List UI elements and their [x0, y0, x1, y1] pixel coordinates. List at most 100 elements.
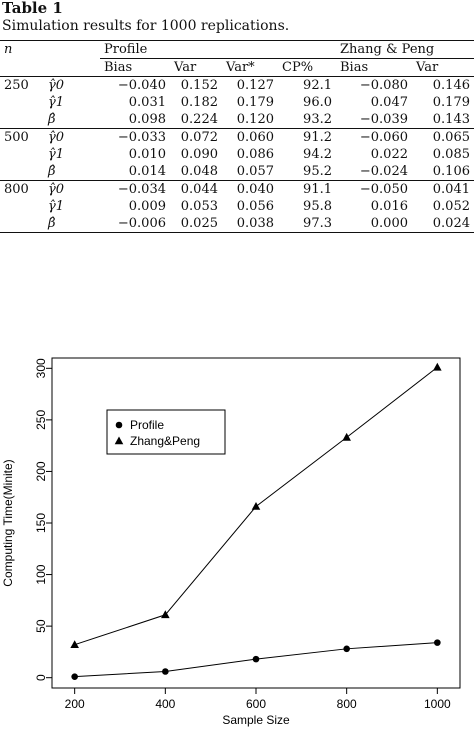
value-cell: 0.009 [128, 199, 166, 214]
y-tick-label: 0 [34, 674, 48, 681]
parameter-cell: γ̂0 [48, 180, 100, 198]
parameter-cell: γ̂1 [48, 199, 65, 214]
table-row: 800 γ̂0 −0.034 0.044 0.040 91.1 −0.050 0.041 [0, 180, 474, 198]
value-cell: −0.034 [100, 180, 170, 198]
x-tick-label: 1000 [424, 697, 451, 711]
parameter-cell: β̂ [48, 112, 56, 127]
col-header: Var [170, 58, 222, 77]
y-tick-label: 150 [34, 513, 48, 533]
value-cell: 0.047 [370, 95, 408, 110]
legend-label: Zhang&Peng [130, 434, 200, 448]
table-row: 500 γ̂0 −0.033 0.072 0.060 91.2 −0.060 0.065 [0, 128, 474, 146]
value-cell: 91.2 [278, 128, 336, 146]
n-header: n [0, 40, 48, 59]
value-cell: 0.053 [180, 199, 218, 214]
value-cell: 0.044 [170, 180, 222, 198]
table-row: β̂ −0.006 0.025 0.038 97.3 0.000 0.024 [0, 215, 474, 233]
legend-label: Profile [130, 418, 164, 432]
table-label: Table 1 [2, 0, 63, 17]
value-cell: 0.010 [128, 147, 166, 162]
value-cell: 0.041 [412, 180, 474, 198]
value-cell: 0.056 [236, 199, 274, 214]
value-cell: 0.022 [370, 147, 408, 162]
legend-marker [114, 436, 124, 445]
y-tick-label: 100 [34, 564, 48, 584]
data-point [342, 432, 351, 441]
value-cell: 0.048 [180, 164, 218, 179]
value-cell: 0.060 [222, 128, 278, 146]
value-cell: 93.2 [303, 112, 332, 127]
value-cell: 0.152 [180, 78, 218, 93]
value-cell: −0.080 [359, 78, 408, 93]
header-row-columns: Bias Var Var* CP% Bias Var [0, 58, 474, 77]
results-table: n Profile Zhang & Peng Bias Var Var* CP%… [0, 40, 474, 233]
value-cell: 97.3 [278, 215, 336, 233]
x-tick-label: 800 [337, 697, 357, 711]
y-tick-label: 300 [34, 358, 48, 378]
data-point [162, 668, 169, 675]
sample-size-cell: 800 [0, 180, 48, 198]
value-cell: 0.040 [222, 180, 278, 198]
value-cell: −0.060 [336, 128, 412, 146]
value-cell: 0.106 [432, 164, 470, 179]
header-row-groups: n Profile Zhang & Peng [0, 40, 474, 59]
value-cell: 91.1 [278, 180, 336, 198]
value-cell: 0.052 [432, 199, 470, 214]
table-row: γ̂1 0.010 0.090 0.086 94.2 0.022 0.085 [0, 146, 474, 163]
value-cell: 0.024 [412, 215, 474, 233]
col-header: Bias [336, 58, 412, 77]
value-cell: 0.120 [236, 112, 274, 127]
value-cell: 94.2 [303, 147, 332, 162]
table-body: 250 γ̂0 −0.040 0.152 0.127 92.1 −0.080 0.146 γ̂1… [0, 77, 474, 233]
col-header: CP% [278, 58, 336, 77]
y-tick-label: 200 [34, 461, 48, 481]
table-row: β̂ 0.014 0.048 0.057 95.2 −0.024 0.106 [0, 163, 474, 181]
data-point [434, 639, 441, 646]
data-point [161, 610, 170, 619]
value-cell: −0.024 [359, 164, 408, 179]
data-point [70, 640, 79, 648]
x-tick-label: 600 [246, 697, 266, 711]
value-cell: 0.016 [370, 199, 408, 214]
value-cell: 0.090 [180, 147, 218, 162]
value-cell: −0.006 [100, 215, 170, 233]
y-tick-label: 250 [34, 410, 48, 430]
x-axis-label: Sample Size [222, 713, 290, 727]
value-cell: 0.014 [128, 164, 166, 179]
value-cell: 0.072 [170, 128, 222, 146]
value-cell: 0.031 [128, 95, 166, 110]
value-cell: 0.085 [432, 147, 470, 162]
x-tick-label: 200 [65, 697, 85, 711]
value-cell: 0.127 [236, 78, 274, 93]
parameter-cell: γ̂1 [48, 147, 65, 162]
computing-time-chart: 200 400 600 800 1000 0 50 100 150 200 250 300 Sample… [1, 357, 461, 727]
data-point [433, 362, 442, 371]
value-cell: 0.038 [222, 215, 278, 233]
data-point [343, 645, 350, 653]
value-cell: 0.086 [236, 147, 274, 162]
value-cell: −0.050 [336, 180, 412, 198]
y-tick-label: 50 [34, 619, 48, 633]
parameter-cell: γ̂0 [48, 128, 100, 146]
legend-marker [115, 421, 123, 429]
value-cell: 0.000 [336, 215, 412, 233]
value-cell: 0.025 [170, 215, 222, 233]
plot-frame [51, 357, 461, 689]
value-cell: 0.182 [180, 95, 218, 110]
col-header: Var* [222, 58, 278, 77]
parameter-cell: γ̂0 [48, 78, 65, 93]
value-cell: 0.065 [412, 128, 474, 146]
value-cell: 95.2 [303, 164, 332, 179]
parameter-cell: β̂ [48, 164, 56, 179]
value-cell: 0.143 [432, 112, 470, 127]
value-cell: 0.098 [128, 112, 166, 127]
data-point [71, 673, 78, 680]
value-cell: −0.033 [100, 128, 170, 146]
x-tick-label: 400 [155, 697, 175, 711]
data-point [251, 502, 261, 510]
table-caption: Table 1 Simulation results for 1000 repl… [2, 0, 472, 35]
value-cell: 0.146 [432, 78, 470, 93]
data-point [252, 655, 260, 663]
chart-container: 200 400 600 800 1000 0 50 100 150 200 250 300 Sample… [0, 350, 474, 729]
table-row: 250 γ̂0 −0.040 0.152 0.127 92.1 −0.080 0.146 [0, 77, 474, 95]
